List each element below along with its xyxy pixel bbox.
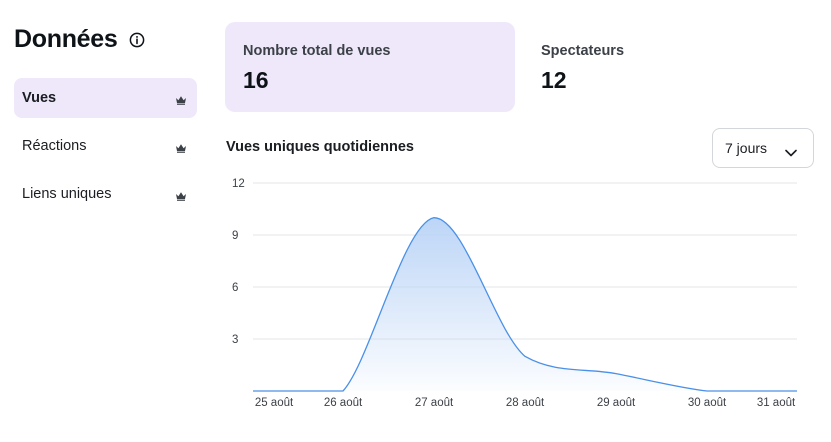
viewers-value: 12 bbox=[541, 67, 567, 93]
total-views-card: Nombre total de vues 16 bbox=[225, 22, 515, 112]
y-tick-label: 9 bbox=[232, 230, 238, 242]
page-title: Données bbox=[14, 25, 118, 53]
x-tick-label: 29 août bbox=[597, 397, 636, 409]
sidebar-item-label: Réactions bbox=[22, 138, 87, 154]
crown-icon bbox=[175, 141, 187, 153]
x-tick-label: 27 août bbox=[415, 397, 454, 409]
viewers-label: Spectateurs bbox=[541, 43, 625, 59]
sidebar-item-liens-uniques[interactable]: Liens uniques bbox=[14, 174, 197, 214]
x-tick-label: 30 août bbox=[688, 397, 727, 409]
x-tick-label: 25 août bbox=[255, 397, 294, 409]
data-point bbox=[614, 372, 617, 375]
y-tick-label: 6 bbox=[232, 282, 238, 294]
sidebar-item-label: Vues bbox=[22, 90, 57, 106]
x-tick-label: 28 août bbox=[506, 397, 545, 409]
chevron-down-icon bbox=[785, 144, 797, 157]
range-selected-value: 7 jours bbox=[725, 140, 768, 156]
x-tick-label: 31 août bbox=[757, 397, 796, 409]
y-tick-label: 3 bbox=[232, 334, 238, 346]
sidebar-item-vues[interactable]: Vues bbox=[14, 78, 197, 118]
data-point bbox=[705, 389, 708, 392]
x-tick-label: 26 août bbox=[324, 397, 363, 409]
sidebar-nav: Vues Réactions Liens uniques bbox=[14, 78, 197, 222]
sidebar-item-label: Liens uniques bbox=[22, 186, 112, 202]
series-area bbox=[253, 217, 797, 391]
data-point bbox=[272, 389, 275, 392]
chart-title: Vues uniques quotidiennes bbox=[226, 139, 414, 155]
range-dropdown[interactable]: 7 jours bbox=[712, 128, 814, 168]
total-views-label: Nombre total de vues bbox=[243, 43, 391, 59]
crown-icon bbox=[175, 93, 187, 105]
y-tick-label: 12 bbox=[232, 178, 245, 190]
total-views-value: 16 bbox=[243, 67, 269, 93]
viewers-card: Spectateurs 12 bbox=[523, 22, 813, 112]
data-point bbox=[774, 389, 777, 392]
data-point bbox=[432, 216, 435, 219]
sidebar-item-reactions[interactable]: Réactions bbox=[14, 126, 197, 166]
info-circle-icon[interactable] bbox=[129, 32, 145, 48]
data-point bbox=[523, 355, 526, 358]
panel-header: Données bbox=[14, 24, 145, 54]
data-point bbox=[341, 389, 344, 392]
series-line bbox=[253, 217, 797, 392]
crown-icon bbox=[175, 189, 187, 201]
